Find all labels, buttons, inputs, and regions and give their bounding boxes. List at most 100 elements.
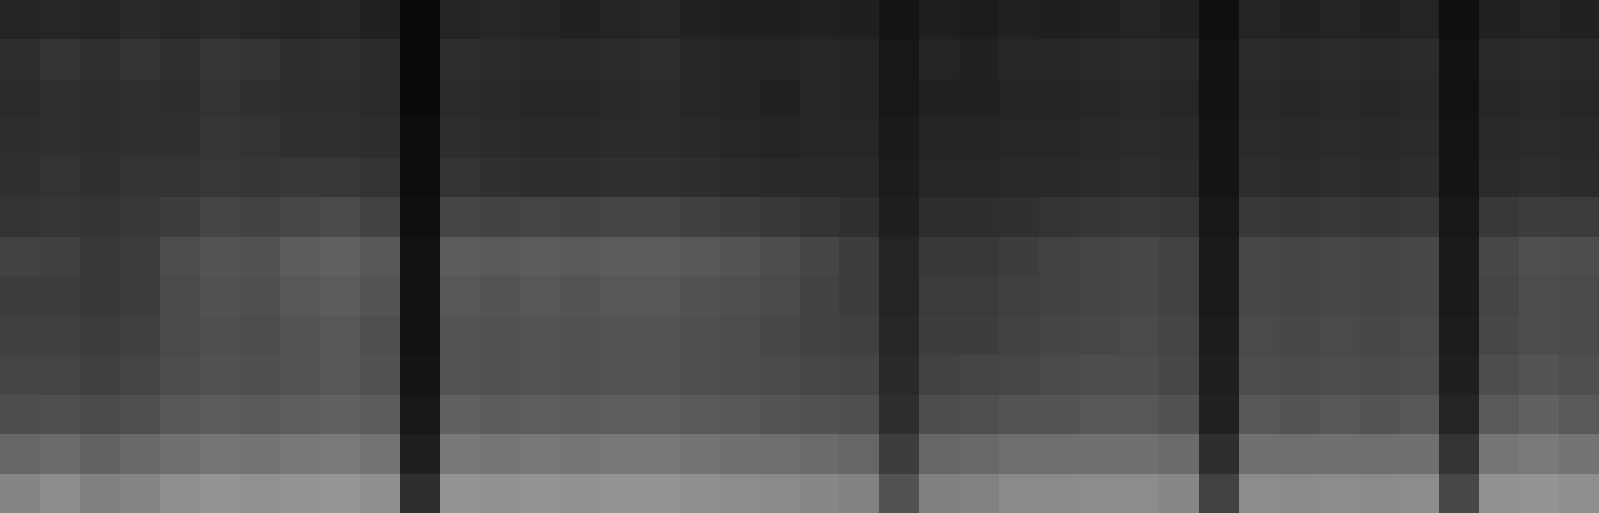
heatmap-cell [120, 276, 160, 316]
heatmap-cell [1319, 474, 1359, 513]
heatmap-cell [1479, 434, 1519, 474]
heatmap-cell [520, 39, 560, 79]
heatmap-cell [1439, 237, 1479, 277]
heatmap-cell [1199, 158, 1239, 198]
heatmap-cell [919, 474, 959, 513]
heatmap-cell [200, 197, 240, 237]
heatmap-cell [240, 0, 280, 40]
heatmap-cell [0, 474, 40, 513]
heatmap-cell [959, 158, 999, 198]
heatmap-cell [839, 118, 879, 158]
heatmap-cell [1199, 276, 1239, 316]
heatmap-cell [640, 237, 680, 277]
heatmap-cell [839, 474, 879, 513]
heatmap-cell [480, 316, 520, 356]
heatmap-cell [919, 355, 959, 395]
heatmap-cell [1159, 118, 1199, 158]
heatmap-cell [1079, 276, 1119, 316]
heatmap-cell [1039, 118, 1079, 158]
heatmap-cell [320, 276, 360, 316]
heatmap-cell [879, 158, 919, 198]
heatmap-cell [1479, 79, 1519, 119]
heatmap-cell [40, 0, 80, 40]
heatmap-cell [280, 474, 320, 513]
heatmap-cell [1079, 395, 1119, 435]
heatmap-cell [1519, 316, 1559, 356]
heatmap-cell [839, 355, 879, 395]
heatmap-cell [240, 158, 280, 198]
heatmap-cell [600, 197, 640, 237]
heatmap-cell [760, 276, 800, 316]
heatmap-cell [1279, 197, 1319, 237]
heatmap-cell [400, 276, 440, 316]
heatmap-cell [440, 158, 480, 198]
heatmap-cell [480, 474, 520, 513]
heatmap-cell [1399, 237, 1439, 277]
heatmap-cell [1359, 39, 1399, 79]
heatmap-cell [40, 355, 80, 395]
heatmap-cell [560, 79, 600, 119]
heatmap-cell [1319, 158, 1359, 198]
heatmap-cell [919, 158, 959, 198]
heatmap-cell [400, 237, 440, 277]
heatmap-cell [1079, 434, 1119, 474]
heatmap-cell [720, 237, 760, 277]
heatmap-cell [440, 0, 480, 40]
heatmap-cell [560, 197, 600, 237]
heatmap-cell [1239, 316, 1279, 356]
heatmap-cell [360, 237, 400, 277]
heatmap-cell [1359, 395, 1399, 435]
heatmap-cell [1519, 158, 1559, 198]
heatmap-cell [200, 237, 240, 277]
heatmap-cell [680, 39, 720, 79]
heatmap-cell [40, 276, 80, 316]
heatmap-cell [999, 158, 1039, 198]
heatmap-cell [600, 276, 640, 316]
heatmap-cell [1479, 355, 1519, 395]
heatmap-cell [1399, 316, 1439, 356]
heatmap-cell [280, 79, 320, 119]
heatmap-cell [959, 118, 999, 158]
heatmap-cell [1559, 197, 1599, 237]
heatmap-cell [680, 276, 720, 316]
heatmap-cell [240, 316, 280, 356]
heatmap-cell [1079, 158, 1119, 198]
heatmap-cell [40, 118, 80, 158]
heatmap-cell [560, 276, 600, 316]
heatmap-cell [1119, 158, 1159, 198]
heatmap-cell [360, 197, 400, 237]
heatmap-cell [1159, 158, 1199, 198]
heatmap-cell [1559, 276, 1599, 316]
heatmap-cell [1479, 316, 1519, 356]
heatmap-cell [720, 79, 760, 119]
heatmap-cell [640, 39, 680, 79]
heatmap-cell [1039, 316, 1079, 356]
heatmap-cell [680, 197, 720, 237]
heatmap-cell [1559, 39, 1599, 79]
heatmap-cell [1159, 39, 1199, 79]
heatmap-cell [1199, 118, 1239, 158]
heatmap-cell [0, 0, 40, 40]
heatmap-cell [1239, 158, 1279, 198]
heatmap-cell [1279, 434, 1319, 474]
heatmap-cell [1119, 355, 1159, 395]
heatmap-cell [0, 276, 40, 316]
heatmap-cell [959, 316, 999, 356]
heatmap-cell [800, 158, 840, 198]
heatmap-cell [919, 0, 959, 40]
heatmap-cell [520, 316, 560, 356]
heatmap-cell [1519, 79, 1559, 119]
heatmap-cell [1079, 316, 1119, 356]
heatmap-cell [440, 39, 480, 79]
heatmap-cell [1559, 316, 1599, 356]
heatmap-cell [1519, 197, 1559, 237]
heatmap-cell [720, 118, 760, 158]
heatmap-cell [400, 316, 440, 356]
heatmap-cell [600, 39, 640, 79]
heatmap-cell [280, 158, 320, 198]
heatmap-cell [1119, 197, 1159, 237]
heatmap-cell [1319, 276, 1359, 316]
heatmap-cell [520, 355, 560, 395]
heatmap-cell [1439, 395, 1479, 435]
heatmap-cell [400, 39, 440, 79]
